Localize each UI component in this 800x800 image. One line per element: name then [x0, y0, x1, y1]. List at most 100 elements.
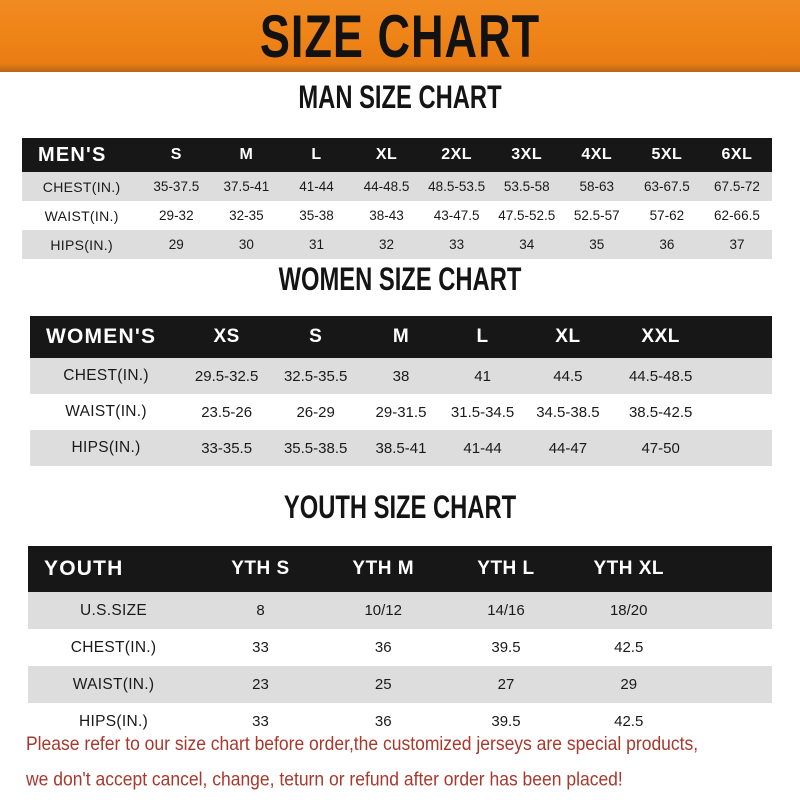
table-cell: 53.5-58 — [503, 179, 550, 194]
table-cell: 48.5-53.5 — [428, 179, 486, 194]
table-cell: 38 — [392, 367, 410, 385]
man-table-body: MEN'S S M L XL 2XL 3XL 4XL 5XL 6XL CHEST… — [22, 138, 772, 259]
column-header: 3XL — [511, 146, 543, 163]
table-cell: 26-29 — [296, 403, 335, 421]
table-cell: 34.5-38.5 — [536, 403, 600, 421]
column-header: XL — [375, 146, 398, 163]
table-cell: 35 — [589, 237, 605, 252]
table-row: CHEST(IN.) 35-37.5 37.5-41 41-44 44-48.5… — [22, 172, 772, 201]
column-header: XS — [213, 326, 240, 347]
table-row: U.S.SIZE 8 10/12 14/16 18/20 — [28, 592, 772, 629]
table-cell: 33 — [252, 639, 269, 656]
table-cell: 29-31.5 — [375, 403, 427, 421]
table-row: HIPS(IN.) 29 30 31 32 33 34 35 36 37 — [22, 230, 772, 259]
banner: SIZE CHART — [0, 0, 800, 72]
table-cell: 57-62 — [649, 208, 685, 223]
table-header-row: WOMEN'S XS S M L XL XXL — [30, 316, 772, 358]
column-header: L — [476, 326, 489, 347]
table-cell: 32-35 — [229, 208, 264, 223]
column-header: XL — [555, 326, 581, 347]
row-label: WAIST(IN.) — [44, 207, 119, 224]
column-header: 6XL — [721, 146, 753, 163]
table-cell: 52.5-57 — [573, 208, 620, 223]
table-cell: 62-66.5 — [714, 208, 760, 223]
table-row: CHEST(IN.) 33 36 39.5 42.5 — [28, 629, 772, 666]
table-cell: 44.5 — [553, 367, 583, 385]
table-cell: 39.5 — [491, 639, 521, 656]
column-header: L — [311, 146, 322, 163]
table-row: CHEST(IN.) 29.5-32.5 32.5-35.5 38 41 44.… — [30, 358, 772, 394]
table-cell: 31.5-34.5 — [450, 403, 515, 421]
row-label: HIPS(IN.) — [50, 236, 113, 253]
row-label: U.S.SIZE — [80, 601, 148, 619]
table-cell: 27 — [497, 676, 515, 693]
youth-section-title: YOUTH SIZE CHART — [283, 489, 517, 526]
table-cell: 44.5-48.5 — [628, 367, 693, 385]
table-cell: 63-67.5 — [643, 179, 690, 194]
table-cell: 44-47 — [548, 439, 588, 457]
table-cell-spacer — [690, 666, 772, 703]
table-cell: 29-32 — [159, 208, 194, 223]
table-cell: 41-44 — [463, 439, 502, 457]
table-cell: 35-38 — [299, 208, 334, 223]
row-label: WAIST(IN.) — [72, 675, 155, 693]
table-cell: 38.5-42.5 — [628, 403, 693, 421]
column-header: 2XL — [441, 146, 473, 163]
women-section-title: WOMEN SIZE CHART — [278, 261, 522, 298]
row-label: CHEST(IN.) — [70, 638, 157, 656]
table-cell: 35.5-38.5 — [283, 439, 348, 457]
table-cell: 29 — [168, 237, 184, 252]
table-cell: 33 — [449, 237, 465, 252]
row-label: CHEST(IN.) — [63, 367, 149, 384]
table-cell: 47-50 — [641, 439, 680, 457]
youth-size-table: YOUTH YTH S YTH M YTH L YTH XL U.S.SIZE … — [28, 546, 772, 740]
table-cell: 41-44 — [299, 179, 334, 194]
man-size-table: MEN'S S M L XL 2XL 3XL 4XL 5XL 6XL CHEST… — [22, 138, 772, 259]
column-header-spacer — [690, 546, 772, 592]
table-cell: 37 — [729, 237, 745, 252]
row-label: CHEST(IN.) — [42, 178, 121, 195]
table-cell-spacer — [709, 430, 772, 466]
table-cell: 37.5-41 — [223, 179, 270, 194]
table-cell: 38-43 — [369, 208, 404, 223]
table-cell: 36 — [659, 237, 675, 252]
man-size-table-wrapper: MEN'S S M L XL 2XL 3XL 4XL 5XL 6XL CHEST… — [22, 138, 772, 259]
row-label: WAIST(IN.) — [65, 403, 147, 420]
table-cell: 35-37.5 — [153, 179, 200, 194]
column-header: M — [239, 146, 254, 163]
table-cell-spacer — [709, 394, 772, 430]
column-header: MEN'S — [38, 143, 107, 166]
women-table-body: WOMEN'S XS S M L XL XXL CHEST(IN.) 29.5-… — [30, 316, 772, 466]
man-section-title: MAN SIZE CHART — [298, 79, 502, 116]
column-header: YTH M — [352, 558, 415, 579]
table-cell: 36 — [374, 639, 392, 656]
table-cell: 8 — [256, 602, 265, 619]
women-size-table: WOMEN'S XS S M L XL XXL CHEST(IN.) 29.5-… — [30, 316, 772, 466]
table-row: WAIST(IN.) 23 25 27 29 — [28, 666, 772, 703]
table-cell: 32 — [379, 237, 395, 252]
row-label: HIPS(IN.) — [79, 712, 149, 730]
table-cell: 43-47.5 — [433, 208, 480, 223]
column-header: YOUTH — [44, 557, 124, 580]
column-header: S — [170, 146, 182, 163]
youth-size-table-wrapper: YOUTH YTH S YTH M YTH L YTH XL U.S.SIZE … — [28, 546, 772, 740]
column-header: S — [309, 326, 323, 347]
table-cell: 38.5-41 — [375, 439, 427, 457]
column-header: M — [392, 326, 410, 347]
table-cell: 10/12 — [364, 602, 402, 619]
column-header: WOMEN'S — [46, 325, 157, 348]
table-cell: 25 — [374, 676, 392, 693]
table-cell: 23 — [252, 676, 269, 693]
table-cell: 32.5-35.5 — [283, 367, 348, 385]
table-row: WAIST(IN.) 23.5-26 26-29 29-31.5 31.5-34… — [30, 394, 772, 430]
column-header: YTH XL — [593, 558, 665, 579]
table-cell: 33 — [252, 713, 269, 730]
table-cell: 29 — [620, 676, 638, 693]
table-cell: 41 — [474, 367, 491, 385]
table-cell: 42.5 — [614, 639, 644, 656]
row-label: HIPS(IN.) — [71, 439, 141, 456]
table-cell: 30 — [238, 237, 254, 252]
table-cell: 58-63 — [579, 179, 615, 194]
table-cell: 23.5-26 — [201, 403, 253, 421]
table-cell: 44-48.5 — [363, 179, 410, 194]
